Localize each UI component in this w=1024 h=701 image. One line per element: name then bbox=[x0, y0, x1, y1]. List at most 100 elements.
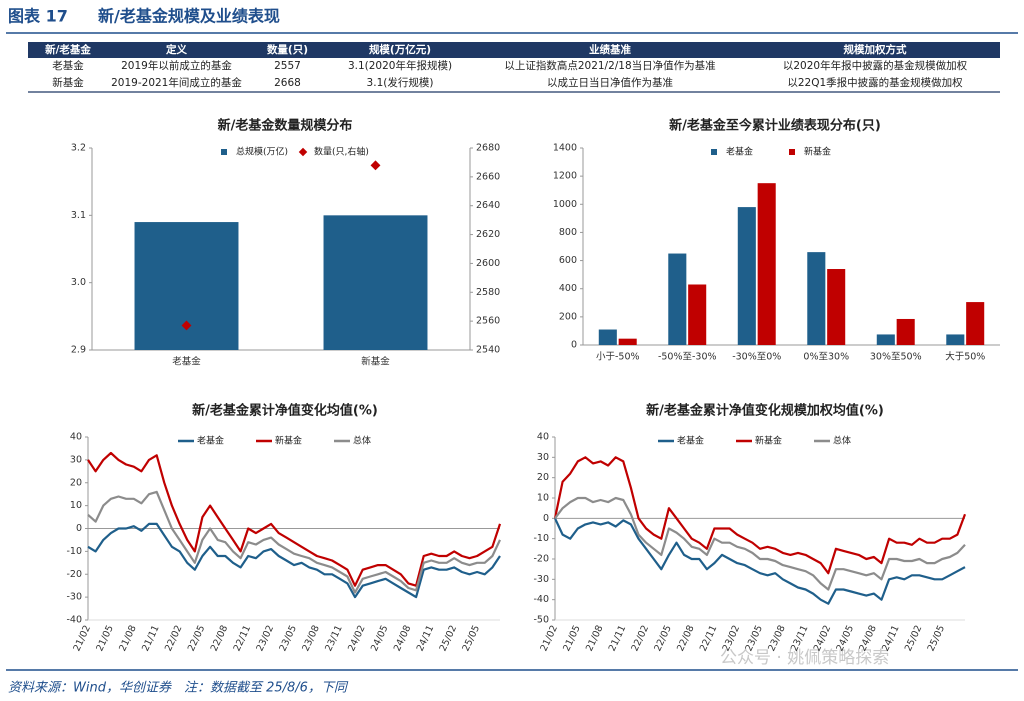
x-tick-label: 24/02 bbox=[346, 624, 368, 653]
y-tick-label: 1200 bbox=[553, 171, 577, 182]
bar bbox=[827, 269, 846, 345]
y-tick-label: 1000 bbox=[553, 199, 577, 210]
y-tick-label: -20 bbox=[66, 569, 82, 580]
x-tick-label: 24/11 bbox=[880, 624, 902, 653]
y-tick-label: 0 bbox=[543, 513, 549, 524]
y-tick-label: -10 bbox=[66, 546, 82, 557]
bar bbox=[688, 284, 707, 345]
y2-tick-label: 2560 bbox=[476, 316, 500, 327]
x-tick-label: 22/02 bbox=[630, 624, 652, 653]
y-tick-label: -10 bbox=[533, 533, 549, 544]
legend-label: 新基金 bbox=[755, 435, 782, 447]
y-tick-label: 400 bbox=[559, 283, 577, 294]
table-cell: 2668 bbox=[274, 77, 301, 89]
bar bbox=[668, 253, 687, 345]
line-series bbox=[554, 517, 966, 605]
x-tick-label: 25/02 bbox=[438, 624, 460, 653]
y-tick-label: 3.1 bbox=[71, 210, 86, 221]
table-header: 定义 bbox=[165, 43, 187, 56]
x-tick-label: 23/05 bbox=[277, 624, 299, 653]
table-header: 业绩基准 bbox=[589, 43, 631, 56]
y2-tick-label: 2600 bbox=[476, 258, 500, 269]
y-tick-label: -40 bbox=[533, 594, 549, 605]
x-tick-label: 21/05 bbox=[561, 624, 583, 653]
table-cell: 3.1(发行规模) bbox=[367, 76, 434, 89]
x-tick-label: 25/05 bbox=[926, 624, 948, 653]
y-tick-label: -50 bbox=[533, 615, 549, 626]
legend-label: 新基金 bbox=[804, 146, 831, 158]
table-header: 规模加权方式 bbox=[844, 43, 907, 56]
legend-swatch bbox=[711, 149, 717, 155]
y-tick-label: 30 bbox=[537, 452, 549, 463]
bar bbox=[807, 252, 826, 345]
x-tick-label: 22/05 bbox=[652, 624, 674, 653]
x-tick-label: 23/02 bbox=[255, 624, 277, 653]
table-cell: 以成立日当日净值作为基准 bbox=[547, 76, 673, 89]
bar bbox=[134, 222, 239, 350]
y-tick-label: -30 bbox=[533, 574, 549, 585]
y-tick-label: 2.9 bbox=[71, 345, 86, 356]
y-tick-label: 800 bbox=[559, 227, 577, 238]
scatter-point bbox=[370, 160, 381, 171]
line-series bbox=[87, 522, 501, 599]
watermark: 公众号 · 姚佩策略探索 bbox=[720, 648, 889, 668]
y2-tick-label: 2580 bbox=[476, 287, 500, 298]
x-tick-label: 21/08 bbox=[584, 624, 606, 653]
chart-title: 新/老基金至今累计业绩表现分布(只) bbox=[669, 118, 881, 134]
legend-label: 总体 bbox=[353, 435, 371, 447]
bar bbox=[966, 302, 985, 345]
chart-title: 新/老基金累计净值变化规模加权均值(%) bbox=[646, 403, 884, 419]
table-cell: 以2020年年报中披露的基金规模做加权 bbox=[783, 59, 968, 72]
legend-label: 总规模(万亿) bbox=[236, 146, 288, 158]
table-header: 新/老基金 bbox=[45, 43, 91, 56]
chart-title: 新/老基金数量规模分布 bbox=[218, 118, 353, 134]
x-tick-label: 22/11 bbox=[698, 624, 720, 653]
bar bbox=[757, 183, 776, 345]
x-tick-label: 24/08 bbox=[392, 624, 414, 653]
y-tick-label: 3.2 bbox=[71, 143, 86, 154]
x-tick-label: 21/08 bbox=[117, 624, 139, 653]
x-tick-label: 24/05 bbox=[369, 624, 391, 653]
x-tick-label: 24/11 bbox=[415, 624, 437, 653]
x-tick-label: 21/11 bbox=[140, 624, 162, 653]
y-tick-label: 30 bbox=[70, 454, 82, 465]
table-cell: 新基金 bbox=[52, 76, 84, 89]
table-cell: 3.1(2020年年报规模) bbox=[348, 59, 452, 72]
legend-swatch bbox=[298, 147, 308, 157]
y-tick-label: -30 bbox=[66, 592, 82, 603]
legend-swatch bbox=[789, 149, 795, 155]
x-tick-label: 25/02 bbox=[903, 624, 925, 653]
legend-label: 老基金 bbox=[726, 146, 753, 158]
legend-label: 老基金 bbox=[677, 435, 704, 447]
y-tick-label: 20 bbox=[70, 477, 82, 488]
y2-tick-label: 2640 bbox=[476, 200, 500, 211]
legend-label: 数量(只,右轴) bbox=[314, 146, 369, 158]
bar bbox=[323, 215, 428, 350]
bar bbox=[876, 334, 895, 345]
x-tick-label: 23/11 bbox=[323, 624, 345, 653]
x-tick-label: 21/05 bbox=[94, 624, 116, 653]
bar bbox=[598, 329, 617, 345]
x-tick-label: 22/08 bbox=[209, 624, 231, 653]
y2-tick-label: 2620 bbox=[476, 229, 500, 240]
table-cell: 以22Q1季报中披露的基金规模做加权 bbox=[787, 76, 963, 89]
table-header: 数量(只) bbox=[266, 43, 308, 56]
x-tick-label: 22/08 bbox=[675, 624, 697, 653]
line-series bbox=[87, 490, 501, 594]
x-tick-label: 23/08 bbox=[300, 624, 322, 653]
table-header: 规模(万亿元) bbox=[369, 43, 431, 56]
table-cell: 2557 bbox=[274, 60, 301, 72]
x-tick-label: 22/11 bbox=[232, 624, 254, 653]
y2-tick-label: 2660 bbox=[476, 171, 500, 182]
x-tick-label: 22/05 bbox=[186, 624, 208, 653]
y-tick-label: 3.0 bbox=[71, 277, 86, 288]
x-tick-label: 老基金 bbox=[172, 356, 201, 368]
y-tick-label: 10 bbox=[537, 493, 549, 504]
line-series bbox=[553, 456, 967, 575]
x-tick-label: 25/05 bbox=[461, 624, 483, 653]
table-cell: 2019年以前成立的基金 bbox=[121, 59, 232, 72]
y-tick-label: 10 bbox=[70, 500, 82, 511]
chart-title: 新/老基金累计净值变化均值(%) bbox=[192, 403, 378, 419]
bar bbox=[896, 318, 915, 345]
